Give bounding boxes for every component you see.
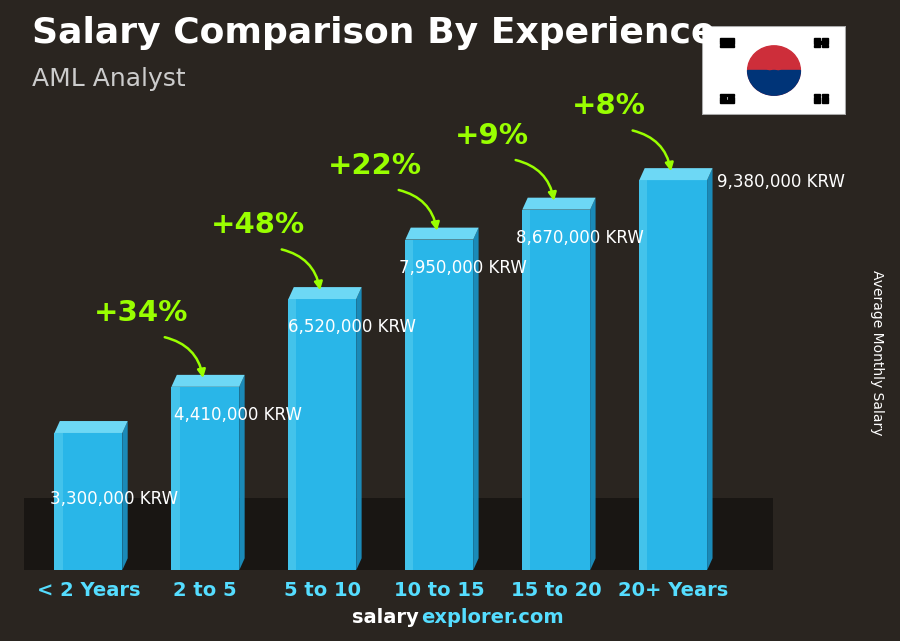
Text: 8,670,000 KRW: 8,670,000 KRW xyxy=(517,229,644,247)
Polygon shape xyxy=(288,299,356,570)
Polygon shape xyxy=(522,210,530,570)
Text: +48%: +48% xyxy=(211,212,305,239)
Wedge shape xyxy=(760,58,788,71)
Polygon shape xyxy=(356,287,362,570)
Polygon shape xyxy=(639,168,713,180)
Polygon shape xyxy=(171,375,245,387)
Text: Salary Comparison By Experience: Salary Comparison By Experience xyxy=(32,16,715,50)
Text: AML Analyst: AML Analyst xyxy=(32,67,185,91)
Circle shape xyxy=(768,52,780,64)
Polygon shape xyxy=(639,180,647,570)
Text: 6,520,000 KRW: 6,520,000 KRW xyxy=(288,318,417,336)
Polygon shape xyxy=(171,387,179,570)
Polygon shape xyxy=(405,240,473,570)
Wedge shape xyxy=(760,71,788,83)
Bar xyxy=(814,94,820,96)
Text: Average Monthly Salary: Average Monthly Salary xyxy=(870,270,885,435)
Polygon shape xyxy=(639,180,707,570)
Text: +34%: +34% xyxy=(94,299,188,327)
Bar xyxy=(814,42,828,44)
Polygon shape xyxy=(171,387,239,570)
Bar xyxy=(720,101,733,103)
Bar xyxy=(822,97,828,99)
Polygon shape xyxy=(54,433,122,570)
Polygon shape xyxy=(288,287,362,299)
Polygon shape xyxy=(707,168,713,570)
Bar xyxy=(24,499,772,570)
Bar xyxy=(720,45,733,47)
Polygon shape xyxy=(522,197,596,210)
Bar xyxy=(814,97,820,99)
Polygon shape xyxy=(239,375,245,570)
Polygon shape xyxy=(54,433,63,570)
Wedge shape xyxy=(748,71,800,95)
Bar xyxy=(720,97,726,99)
Text: +9%: +9% xyxy=(454,122,529,150)
Bar xyxy=(822,101,828,103)
Text: salary: salary xyxy=(352,608,419,627)
Bar xyxy=(720,42,733,44)
Text: 4,410,000 KRW: 4,410,000 KRW xyxy=(174,406,302,424)
Polygon shape xyxy=(54,421,128,433)
Polygon shape xyxy=(590,197,596,570)
FancyBboxPatch shape xyxy=(702,26,846,115)
Bar xyxy=(822,38,828,40)
Polygon shape xyxy=(288,299,296,570)
Bar xyxy=(728,97,733,99)
Circle shape xyxy=(768,77,780,89)
Text: explorer.com: explorer.com xyxy=(421,608,563,627)
Bar xyxy=(720,38,733,40)
Bar xyxy=(822,94,828,96)
Bar xyxy=(720,94,733,96)
Text: 3,300,000 KRW: 3,300,000 KRW xyxy=(50,490,178,508)
Bar xyxy=(814,38,820,40)
Text: 7,950,000 KRW: 7,950,000 KRW xyxy=(400,259,527,277)
Polygon shape xyxy=(522,210,590,570)
Circle shape xyxy=(748,46,800,95)
Text: +8%: +8% xyxy=(572,92,646,121)
Text: 9,380,000 KRW: 9,380,000 KRW xyxy=(717,173,845,191)
Polygon shape xyxy=(405,240,413,570)
Polygon shape xyxy=(473,228,479,570)
Polygon shape xyxy=(405,228,479,240)
Bar xyxy=(822,45,828,47)
Bar xyxy=(814,45,820,47)
Polygon shape xyxy=(122,421,128,570)
Bar xyxy=(814,101,820,103)
Text: +22%: +22% xyxy=(328,152,422,179)
